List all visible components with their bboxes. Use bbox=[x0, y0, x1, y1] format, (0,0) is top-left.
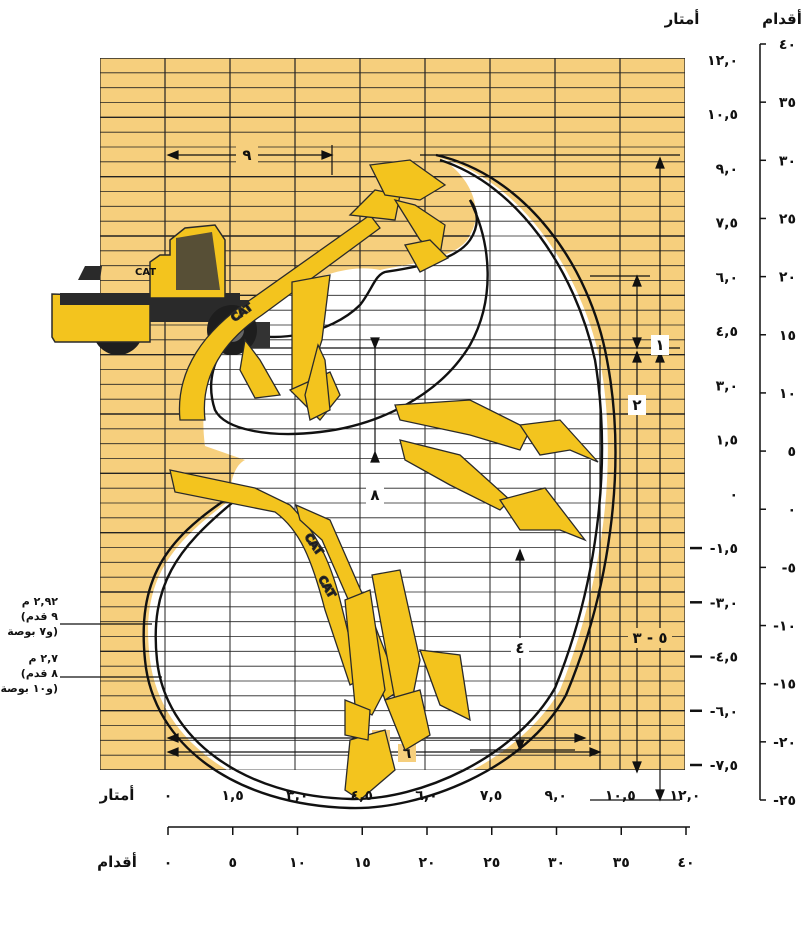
right-meter-tick-label: ٠ bbox=[729, 487, 738, 503]
dim-3-5-label: ٥ - ٣ bbox=[633, 629, 668, 647]
boom-positions: CAT CAT CAT bbox=[169, 159, 599, 801]
dim-1-label: ١ bbox=[655, 336, 664, 354]
right-meter-tick-label: ١,٥ bbox=[716, 433, 738, 449]
bottom-feet-tick-label: ٢٥ bbox=[483, 855, 500, 871]
bottom-meter-tick-label: ٩,٠ bbox=[545, 788, 567, 804]
right-meter-tick-label: ١٠,٥ bbox=[707, 107, 738, 123]
bottom-feet-tick-label: ٣٥ bbox=[613, 855, 630, 871]
long-stick-note-2: (٩ قدم bbox=[21, 610, 58, 623]
meters-header: أمتار bbox=[664, 9, 700, 28]
right-feet-tick-label: -٢٥ bbox=[773, 793, 796, 809]
dim-4-label: ٤ bbox=[515, 639, 524, 657]
exhaust bbox=[78, 266, 102, 280]
stick-notes: ٢,٩٢ م (٩ قدم و٧ بوصة) ٢,٧ م (٨ قدم و١٠ … bbox=[1, 595, 59, 695]
right-meter-tick-label: ٩,٠ bbox=[716, 161, 738, 177]
bottom-feet-tick-label: ٥ bbox=[228, 855, 237, 871]
right-axis: أمتار أقدام ١٢,٠ ١٠,٥ ٩,٠ ٧,٥ ٦,٠ ٤,٥ ٣,٠ ١,٥ ٠ -… bbox=[664, 9, 802, 809]
right-meter-tick-label: -٦,٠ bbox=[710, 704, 738, 720]
right-meter-tick-label: ٧,٥ bbox=[716, 216, 738, 232]
right-feet-tick-label: -٥ bbox=[782, 560, 796, 576]
bottom-meter-tick-label: ٤,٥ bbox=[351, 788, 373, 804]
bottom-feet-tick-label: ٠ bbox=[164, 855, 173, 871]
right-meter-tick-label: -٣,٠ bbox=[710, 595, 738, 611]
right-feet-tick-label: ١٥ bbox=[779, 328, 796, 344]
bottom-meter-tick-label: ١٠,٥ bbox=[605, 788, 636, 804]
right-meter-tick-label: -٤,٥ bbox=[710, 650, 738, 666]
short-stick-note-3: و١٠ بوصة) bbox=[1, 682, 58, 695]
right-meter-tick-label: ٦,٠ bbox=[716, 270, 738, 286]
bottom-feet-tick-label: ٤٠ bbox=[677, 855, 694, 871]
bottom-feet-tick-label: ٣٠ bbox=[548, 855, 565, 871]
bottom-meter-tick-label: ١,٥ bbox=[221, 788, 243, 804]
long-stick-note-1: ٢,٩٢ م bbox=[22, 595, 59, 608]
right-meter-tick-label: ٣,٠ bbox=[716, 378, 738, 394]
right-feet-tick-label: ٢٠ bbox=[779, 270, 796, 286]
right-meter-tick-label: -١,٥ bbox=[710, 541, 738, 557]
right-feet-ticks: ٤٠ ٣٥ ٣٠ ٢٥ ٢٠ ١٥ ١٠ ٥ ٠ -٥ -١٠ -١٥ -٢٠ -٢٥ bbox=[760, 37, 796, 809]
cab-window bbox=[176, 232, 220, 290]
bottom-meter-tick-label: ٧,٥ bbox=[480, 788, 502, 804]
long-stick-note-3: و٧ بوصة) bbox=[7, 625, 58, 638]
bottom-feet-tick-label: ٢٠ bbox=[418, 855, 435, 871]
bottom-meter-ticks: ٠ ١,٥ ٣,٠ ٤,٥ ٦,٠ ٧,٥ ٩,٠ ١٠,٥ ١٢,٠ bbox=[164, 788, 701, 804]
right-feet-tick-label: ٠ bbox=[787, 502, 796, 518]
bottom-feet-tick-label: ١٠ bbox=[289, 855, 306, 871]
dimension-lines bbox=[60, 145, 680, 802]
right-feet-tick-label: -٢٠ bbox=[773, 735, 796, 751]
meters-footer: أمتار bbox=[99, 785, 135, 804]
body-decal: CAT bbox=[135, 267, 156, 278]
right-feet-tick-label: ٥ bbox=[787, 444, 796, 460]
envelope-outer bbox=[142, 153, 617, 810]
short-stick-note-1: ٢,٧ م bbox=[28, 652, 58, 665]
dim-9-label: ٩ bbox=[242, 146, 251, 164]
dim-2-label: ٢ bbox=[632, 396, 641, 414]
bottom-feet-tick-label: ١٥ bbox=[354, 855, 371, 871]
dimension-labels: ٩ ١ ٢ ٨ ٤ ٥ - ٣ ٧ ٦ bbox=[236, 145, 672, 762]
bottom-meter-tick-label: ٣,٠ bbox=[286, 788, 308, 804]
bottom-feet-ticks: ٠ ٥ ١٠ ١٥ ٢٠ ٢٥ ٣٠ ٣٥ ٤٠ bbox=[164, 827, 695, 871]
right-feet-tick-label: ٤٠ bbox=[779, 37, 796, 53]
right-feet-tick-label: -١٠ bbox=[773, 619, 796, 635]
right-feet-tick-label: ٢٥ bbox=[779, 211, 796, 227]
right-meter-tick-label: ٤,٥ bbox=[716, 324, 738, 340]
right-meter-tick-label: -٧,٥ bbox=[710, 758, 738, 774]
dim-6-label: ٦ bbox=[403, 746, 412, 762]
right-feet-tick-label: -١٥ bbox=[773, 677, 796, 693]
right-feet-tick-label: ١٠ bbox=[779, 386, 796, 402]
bottom-meter-tick-label: ١٢,٠ bbox=[670, 788, 701, 804]
feet-footer: أقدام bbox=[97, 852, 137, 871]
bottom-meter-tick-label: ٦,٠ bbox=[415, 788, 437, 804]
feet-header: أقدام bbox=[762, 9, 802, 28]
right-meter-tick-label: ١٢,٠ bbox=[707, 53, 738, 69]
upper-pocket bbox=[210, 199, 489, 436]
short-stick-note-2: (٨ قدم bbox=[21, 667, 58, 680]
right-feet-tick-label: ٣٠ bbox=[779, 153, 796, 169]
dim-8-label: ٨ bbox=[370, 486, 379, 504]
right-meter-ticks: ١٢,٠ ١٠,٥ ٩,٠ ٧,٥ ٦,٠ ٤,٥ ٣,٠ ١,٥ ٠ -١,٥ -٣,٠ -٤,٥ -… bbox=[690, 53, 738, 774]
bottom-meter-tick-label: ٠ bbox=[164, 788, 173, 804]
right-feet-tick-label: ٣٥ bbox=[779, 95, 796, 111]
bottom-axis: أمتار أقدام ٠ ١,٥ ٣,٠ ٤,٥ ٦,٠ ٧,٥ ٩,٠ ١٠,٥ ١٢,٠ … bbox=[97, 785, 700, 871]
